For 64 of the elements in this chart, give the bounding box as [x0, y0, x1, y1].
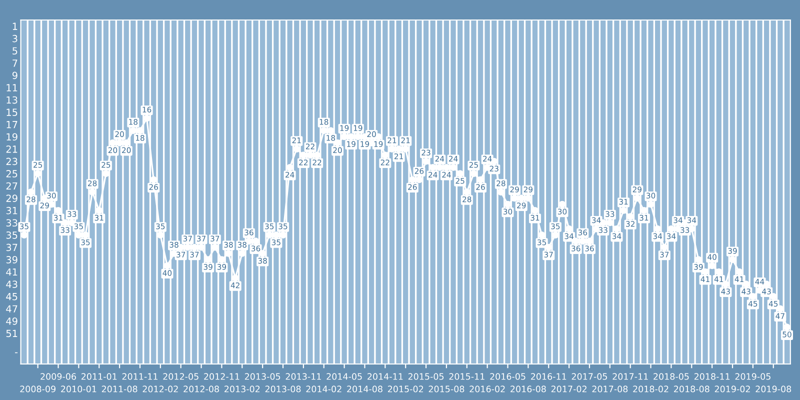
y-tick-label: 39	[6, 256, 18, 264]
x-tick-label: 2011-11	[122, 373, 158, 380]
x-tick-label: 2013-02	[224, 386, 260, 392]
x-tick-label: 2015-11	[449, 373, 484, 380]
x-tick-label: 2011-08	[102, 386, 138, 392]
x-tick-label: 2014-11	[368, 373, 403, 380]
x-tick-label: 2016-05	[490, 373, 526, 380]
y-tick-label: 45	[6, 293, 18, 300]
x-tick-label: 2016-08	[510, 386, 546, 392]
y-tick-label: 37	[6, 244, 18, 252]
y-tick-label: 31	[6, 206, 18, 214]
x-tick-label: 2012-11	[204, 373, 240, 380]
x-tick-label: 2012-02	[142, 386, 178, 392]
x-tick-label: 2008-09	[20, 386, 56, 392]
y-tick-label: -	[14, 352, 18, 354]
y-tick-label: 1	[12, 22, 18, 30]
x-tick-label: 2013-08	[265, 386, 301, 392]
y-tick-label: 47	[6, 305, 18, 312]
y-tick-label: 43	[6, 280, 18, 288]
y-tick-label: 19	[6, 133, 18, 141]
y-tick-label: 5	[12, 47, 18, 55]
y-tick-label: 23	[6, 158, 18, 166]
x-tick-label: 2016-11	[530, 373, 566, 380]
x-tick-label: 2013-11	[286, 373, 321, 380]
x-tick-label: 2014-05	[326, 373, 362, 380]
x-tick-label: 2019-02	[714, 386, 750, 392]
x-tick-label: 2014-02	[306, 386, 342, 392]
y-tick-label: 3	[12, 34, 18, 42]
x-tick-label: 2017-11	[612, 373, 648, 380]
x-tick-label: 2017-05	[572, 373, 607, 380]
y-tick-label: 17	[6, 121, 18, 128]
x-tick-label: 2018-05	[654, 373, 689, 380]
y-tick-label: 9	[12, 72, 18, 80]
x-tick-label: 2014-08	[347, 386, 382, 392]
x-tick-label: 2011-01	[81, 373, 117, 380]
x-tick-label: 2013-05	[244, 373, 280, 380]
x-tick-label: 2016-02	[470, 386, 505, 392]
x-tick-label: 2015-05	[408, 373, 444, 380]
x-tick-label: 2017-08	[592, 386, 628, 392]
y-tick-label: 51	[6, 330, 18, 338]
x-tick-label: 2015-08	[428, 386, 464, 392]
x-tick-label: 2017-02	[551, 386, 586, 392]
y-tick-label: 21	[6, 145, 18, 153]
y-tick-label: 35	[6, 231, 18, 239]
x-tick-label: 2009-06	[40, 373, 76, 380]
y-tick-label: 49	[6, 317, 18, 325]
y-tick-label: 41	[6, 268, 18, 276]
x-tick-label: 2015-02	[388, 386, 424, 392]
x-tick-label: 2018-11	[694, 373, 730, 380]
y-tick-label: 25	[6, 170, 18, 178]
y-tick-label: 7	[12, 60, 18, 67]
x-tick-label: 2018-02	[633, 386, 668, 392]
y-tick-label: 33	[6, 219, 18, 227]
y-tick-label: 11	[6, 84, 18, 92]
y-tick-label: 15	[6, 108, 18, 116]
x-tick-label: 2012-05	[163, 373, 198, 380]
y-tick-label: 29	[6, 194, 18, 202]
x-tick-label: 2010-01	[61, 386, 96, 392]
y-tick-label: 27	[6, 182, 18, 190]
x-tick-label: 2018-08	[674, 386, 710, 392]
x-tick-label: 2019-08	[756, 386, 792, 392]
x-tick-label: 2019-05	[735, 373, 770, 380]
x-tick-label: 2012-08	[184, 386, 219, 392]
y-tick-label: 13	[6, 96, 18, 104]
